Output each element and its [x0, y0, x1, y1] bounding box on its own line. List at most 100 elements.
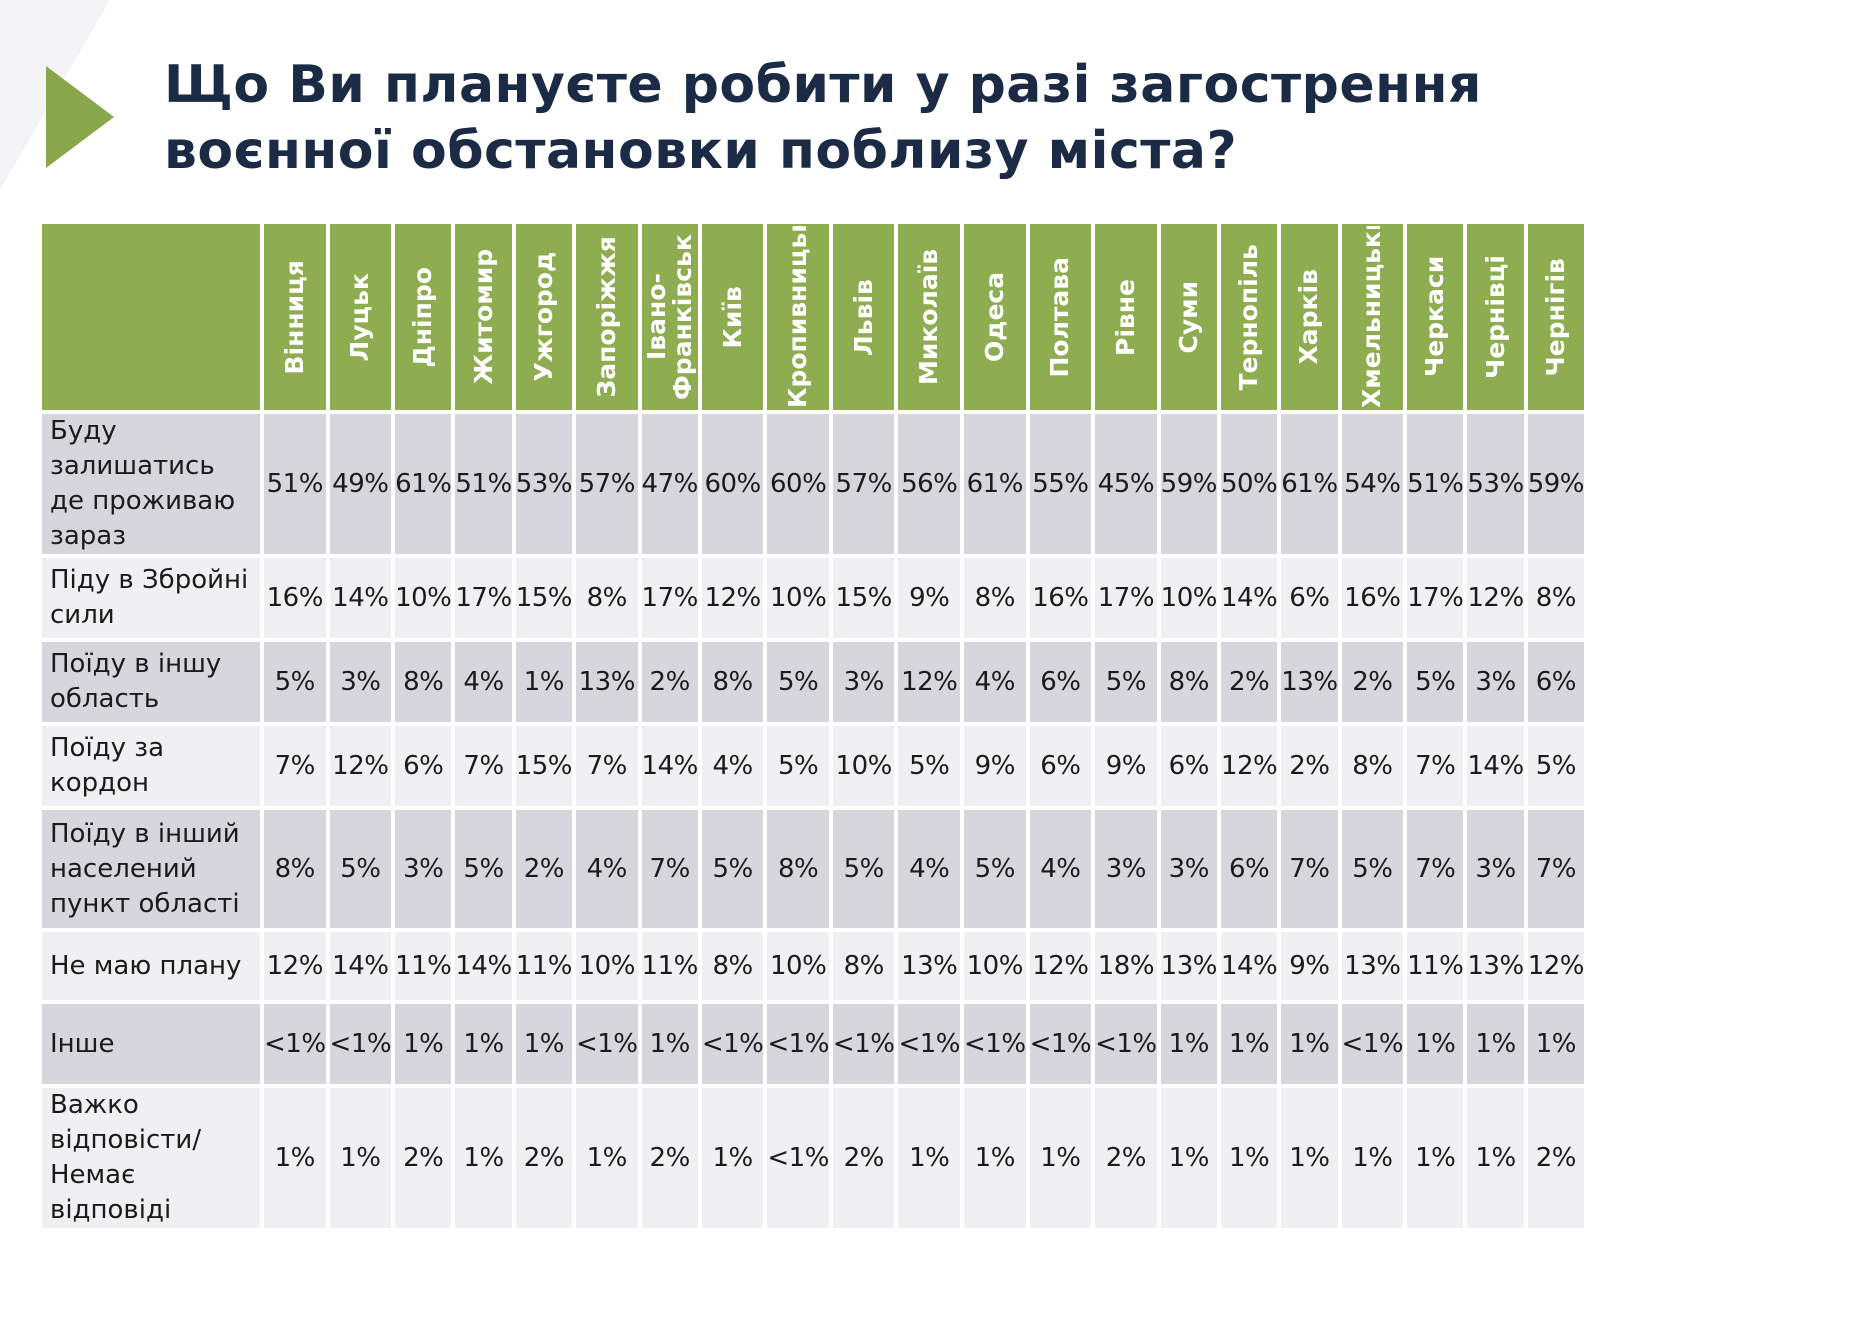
value-cell: <1%	[264, 1004, 326, 1084]
value-cell: 1%	[455, 1088, 512, 1228]
city-name: Миколаїв	[916, 248, 943, 386]
city-header: Чернівці	[1467, 224, 1524, 410]
value-cell: 59%	[1527, 414, 1584, 554]
value-cell: 13%	[1341, 932, 1404, 1000]
value-cell: 3%	[1160, 810, 1217, 928]
value-cell: 1%	[1029, 1088, 1092, 1228]
value-cell: 7%	[575, 726, 638, 806]
value-cell: 1%	[898, 1088, 961, 1228]
value-cell: 1%	[575, 1088, 638, 1228]
value-cell: 6%	[395, 726, 452, 806]
city-header: Луцьк	[329, 224, 392, 410]
city-header: Київ	[701, 224, 764, 410]
city-name: Хмельницький	[1359, 226, 1386, 408]
value-cell: 2%	[1341, 642, 1404, 722]
value-cell: 2%	[641, 1088, 698, 1228]
value-cell: 2%	[1527, 1088, 1584, 1228]
value-cell: 5%	[264, 642, 326, 722]
city-header: Тернопіль	[1220, 224, 1278, 410]
value-cell: 16%	[1029, 558, 1092, 638]
value-cell: 3%	[329, 642, 392, 722]
city-name: Чернігів	[1542, 257, 1569, 377]
value-cell: 13%	[1160, 932, 1217, 1000]
city-header: Харків	[1281, 224, 1338, 410]
value-cell: 4%	[964, 642, 1026, 722]
value-cell: 5%	[455, 810, 512, 928]
city-name: Харків	[1296, 269, 1323, 365]
value-cell: 1%	[1407, 1088, 1464, 1228]
city-name: Житомир	[470, 249, 497, 385]
value-cell: 7%	[641, 810, 698, 928]
value-cell: 53%	[515, 414, 572, 554]
value-cell: 4%	[701, 726, 764, 806]
value-cell: 1%	[1160, 1088, 1217, 1228]
value-cell: 11%	[1407, 932, 1464, 1000]
value-cell: 8%	[575, 558, 638, 638]
value-cell: 61%	[395, 414, 452, 554]
value-cell: 7%	[1407, 810, 1464, 928]
value-cell: 8%	[832, 932, 895, 1000]
value-cell: 51%	[264, 414, 326, 554]
value-cell: 5%	[767, 726, 829, 806]
value-cell: 1%	[1467, 1004, 1524, 1084]
city-name: Вінниця	[281, 259, 308, 375]
value-cell: 53%	[1467, 414, 1524, 554]
value-cell: 15%	[515, 558, 572, 638]
value-cell: 5%	[1527, 726, 1584, 806]
city-header: Черкаси	[1407, 224, 1464, 410]
city-name: Луцьк	[347, 272, 374, 362]
value-cell: 17%	[641, 558, 698, 638]
value-cell: 56%	[898, 414, 961, 554]
value-cell: 10%	[395, 558, 452, 638]
value-cell: 9%	[1095, 726, 1157, 806]
value-cell: 61%	[1281, 414, 1338, 554]
value-cell: 10%	[1160, 558, 1217, 638]
value-cell: 12%	[264, 932, 326, 1000]
city-name: Дніпро	[410, 266, 437, 368]
value-cell: 51%	[1407, 414, 1464, 554]
value-cell: 1%	[395, 1004, 452, 1084]
value-cell: 3%	[832, 642, 895, 722]
city-name: Київ	[719, 285, 746, 349]
value-cell: 5%	[1341, 810, 1404, 928]
value-cell: 45%	[1095, 414, 1157, 554]
value-cell: <1%	[329, 1004, 392, 1084]
value-cell: 1%	[1281, 1088, 1338, 1228]
value-cell: 10%	[767, 558, 829, 638]
value-cell: 3%	[1095, 810, 1157, 928]
value-cell: 7%	[1527, 810, 1584, 928]
city-name: Івано-Франківськ	[643, 234, 696, 400]
value-cell: 59%	[1160, 414, 1217, 554]
value-cell: 6%	[1160, 726, 1217, 806]
value-cell: 8%	[964, 558, 1026, 638]
table-row: Не маю плану 12% 14% 11% 14% 11% 10% 11% 8% 10% 8%…	[42, 932, 1584, 1000]
city-header: Чернігів	[1527, 224, 1584, 410]
value-cell: 1%	[701, 1088, 764, 1228]
value-cell: 10%	[964, 932, 1026, 1000]
value-cell: 2%	[1220, 642, 1278, 722]
value-cell: 8%	[1160, 642, 1217, 722]
value-cell: 14%	[1467, 726, 1524, 806]
value-cell: 3%	[1467, 642, 1524, 722]
value-cell: 12%	[1029, 932, 1092, 1000]
row-label: Поїду в іншу область	[42, 642, 260, 722]
value-cell: <1%	[1341, 1004, 1404, 1084]
header-corner-cell	[42, 224, 260, 410]
survey-table: Вінниця Луцьк Дніпро Житомир Ужгород Запоріжж…	[38, 220, 1588, 1232]
city-header: Полтава	[1029, 224, 1092, 410]
value-cell: 1%	[1281, 1004, 1338, 1084]
value-cell: 12%	[701, 558, 764, 638]
city-header: Миколаїв	[898, 224, 961, 410]
city-header: Житомир	[455, 224, 512, 410]
value-cell: 2%	[395, 1088, 452, 1228]
value-cell: 5%	[1407, 642, 1464, 722]
value-cell: 47%	[641, 414, 698, 554]
value-cell: <1%	[1029, 1004, 1092, 1084]
value-cell: 8%	[701, 642, 764, 722]
value-cell: 12%	[329, 726, 392, 806]
value-cell: 11%	[395, 932, 452, 1000]
value-cell: 4%	[1029, 810, 1092, 928]
row-label: Буду залишатись де проживаю зараз	[42, 414, 260, 554]
value-cell: 14%	[329, 932, 392, 1000]
city-name: Запоріжжя	[593, 236, 620, 398]
